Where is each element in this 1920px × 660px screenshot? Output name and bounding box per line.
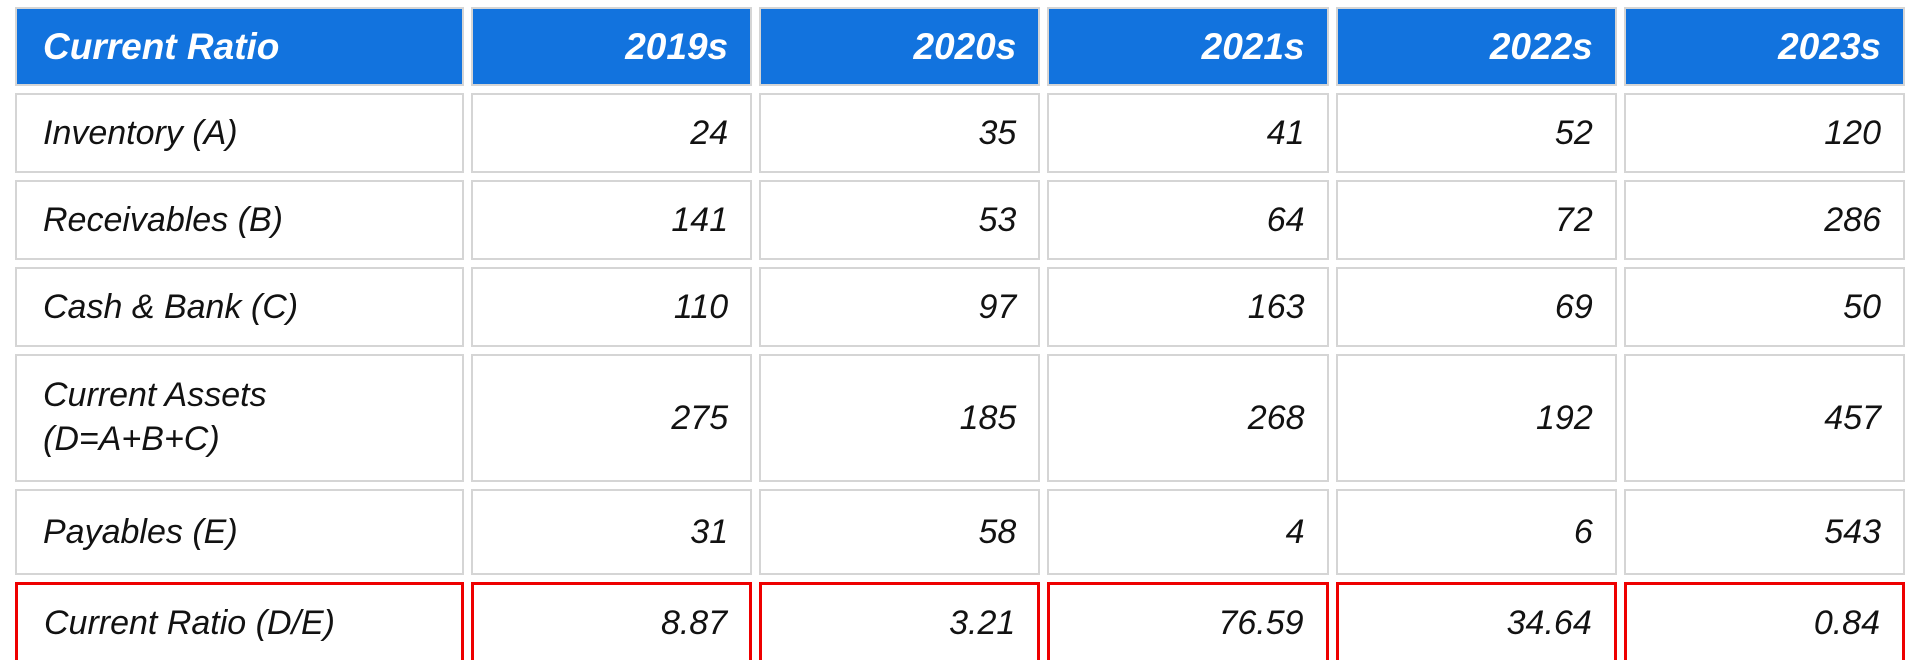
row-label-inventory: Inventory (A) [15, 93, 464, 173]
value-cell: 0.84 [1623, 582, 1905, 660]
current-ratio-table: Current Ratio 2019s 2020s 2021s 2022s 20… [8, 0, 1912, 660]
column-header-label: 2020s [913, 25, 1017, 67]
row-label-line-2: (D=A+B+C) [43, 420, 220, 458]
value-cell: 457 [1623, 354, 1905, 482]
column-header-2020s: 2020s [759, 7, 1041, 86]
value-cell: 53 [759, 180, 1041, 260]
value-cell: 34.64 [1335, 582, 1617, 660]
value-cell: 64 [1047, 180, 1329, 260]
header-row: Current Ratio 2019s 2020s 2021s 2022s 20… [15, 7, 1905, 86]
value-cell: 192 [1335, 354, 1617, 482]
column-header-2019s: 2019s [470, 7, 753, 86]
value-cell: 275 [470, 354, 753, 482]
row-label-line-1: Current Assets [43, 376, 267, 415]
value-cell: 35 [759, 93, 1041, 173]
table-row-current-assets: Current Assets (D=A+B+C) 275 185 268 192… [15, 354, 1905, 482]
value-cell: 543 [1623, 489, 1905, 575]
value-cell: 24 [470, 93, 753, 173]
value-cell: 185 [759, 354, 1041, 482]
column-header-label: 2022s [1489, 25, 1593, 67]
row-label-payables: Payables (E) [15, 489, 464, 575]
value-cell: 163 [1047, 267, 1329, 347]
value-cell: 8.87 [470, 582, 753, 660]
value-cell: 31 [470, 489, 753, 575]
table-row-current-ratio-highlighted: Current Ratio (D/E) 8.87 3.21 76.59 34.6… [15, 582, 1905, 660]
value-cell: 6 [1335, 489, 1617, 575]
row-label-cash-bank: Cash & Bank (C) [15, 267, 464, 347]
table-row-cash-bank: Cash & Bank (C) 110 97 163 69 50 [15, 267, 1905, 347]
table-title-cell: Current Ratio [15, 7, 464, 86]
value-cell: 4 [1047, 489, 1329, 575]
value-cell: 58 [759, 489, 1041, 575]
value-cell: 69 [1335, 267, 1617, 347]
value-cell: 120 [1623, 93, 1905, 173]
value-cell: 97 [759, 267, 1041, 347]
column-header-label: 2021s [1201, 25, 1305, 67]
column-header-label: 2019s [625, 25, 729, 67]
column-header-label: 2023s [1778, 25, 1881, 67]
value-cell: 76.59 [1047, 582, 1329, 660]
row-label-current-assets: Current Assets (D=A+B+C) [15, 354, 464, 482]
row-label-current-ratio: Current Ratio (D/E) [15, 582, 464, 660]
table-row-payables: Payables (E) 31 58 4 6 543 [15, 489, 1905, 575]
value-cell: 72 [1335, 180, 1617, 260]
table-title: Current Ratio [43, 25, 280, 67]
column-header-2021s: 2021s [1047, 7, 1329, 86]
value-cell: 110 [470, 267, 753, 347]
value-cell: 141 [470, 180, 753, 260]
value-cell: 286 [1623, 180, 1905, 260]
value-cell: 50 [1623, 267, 1905, 347]
table-row-inventory: Inventory (A) 24 35 41 52 120 [15, 93, 1905, 173]
value-cell: 268 [1047, 354, 1329, 482]
value-cell: 3.21 [759, 582, 1041, 660]
column-header-2022s: 2022s [1335, 7, 1617, 86]
column-header-2023s: 2023s [1623, 7, 1905, 86]
value-cell: 52 [1335, 93, 1617, 173]
table-row-receivables: Receivables (B) 141 53 64 72 286 [15, 180, 1905, 260]
value-cell: 41 [1047, 93, 1329, 173]
row-label-receivables: Receivables (B) [15, 180, 464, 260]
